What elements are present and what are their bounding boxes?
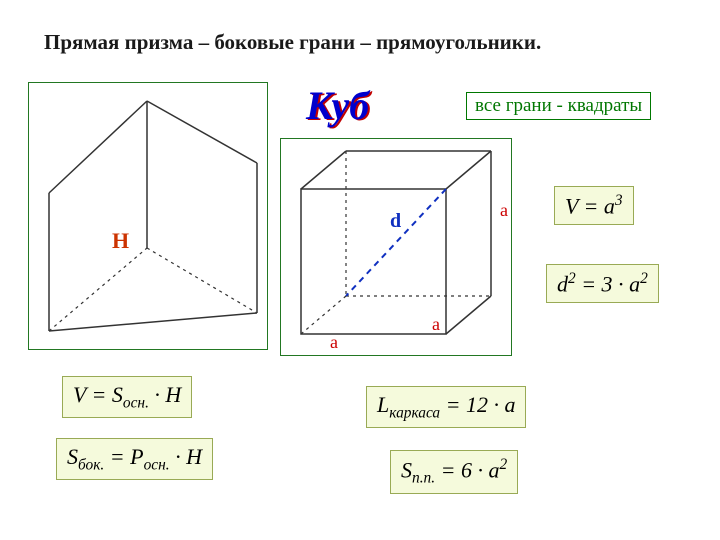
formula-volume-cube: V = a3 <box>554 186 634 225</box>
prism-height-label: H <box>112 228 129 254</box>
cube-edge-label-a1: a <box>330 332 338 353</box>
formula-full-surface: Sп.п. = 6 · a2 <box>390 450 518 494</box>
all-faces-note: все грани - квадраты <box>466 92 651 120</box>
prism-frame <box>28 82 268 350</box>
formula-volume-prism: V = Sосн. · H <box>62 376 192 418</box>
formula-side-area-prism: Sбок. = Pосн. · H <box>56 438 213 480</box>
cube-diagonal-label: d <box>390 210 401 233</box>
formula-frame-length: Lкаркаса = 12 · a <box>366 386 526 428</box>
prism-diagram <box>29 83 267 349</box>
cube-frame <box>280 138 512 356</box>
cube-diagram <box>281 139 511 355</box>
formula-diagonal-cube: d2 = 3 · a2 <box>546 264 659 303</box>
cube-heading-text: Куб <box>306 83 369 128</box>
cube-heading: Куб <box>306 82 369 129</box>
cube-edge-label-a2: a <box>432 314 440 335</box>
cube-edge-label-a3: a <box>500 200 508 221</box>
page-title: Прямая призма – боковые грани – прямоуго… <box>44 30 541 55</box>
